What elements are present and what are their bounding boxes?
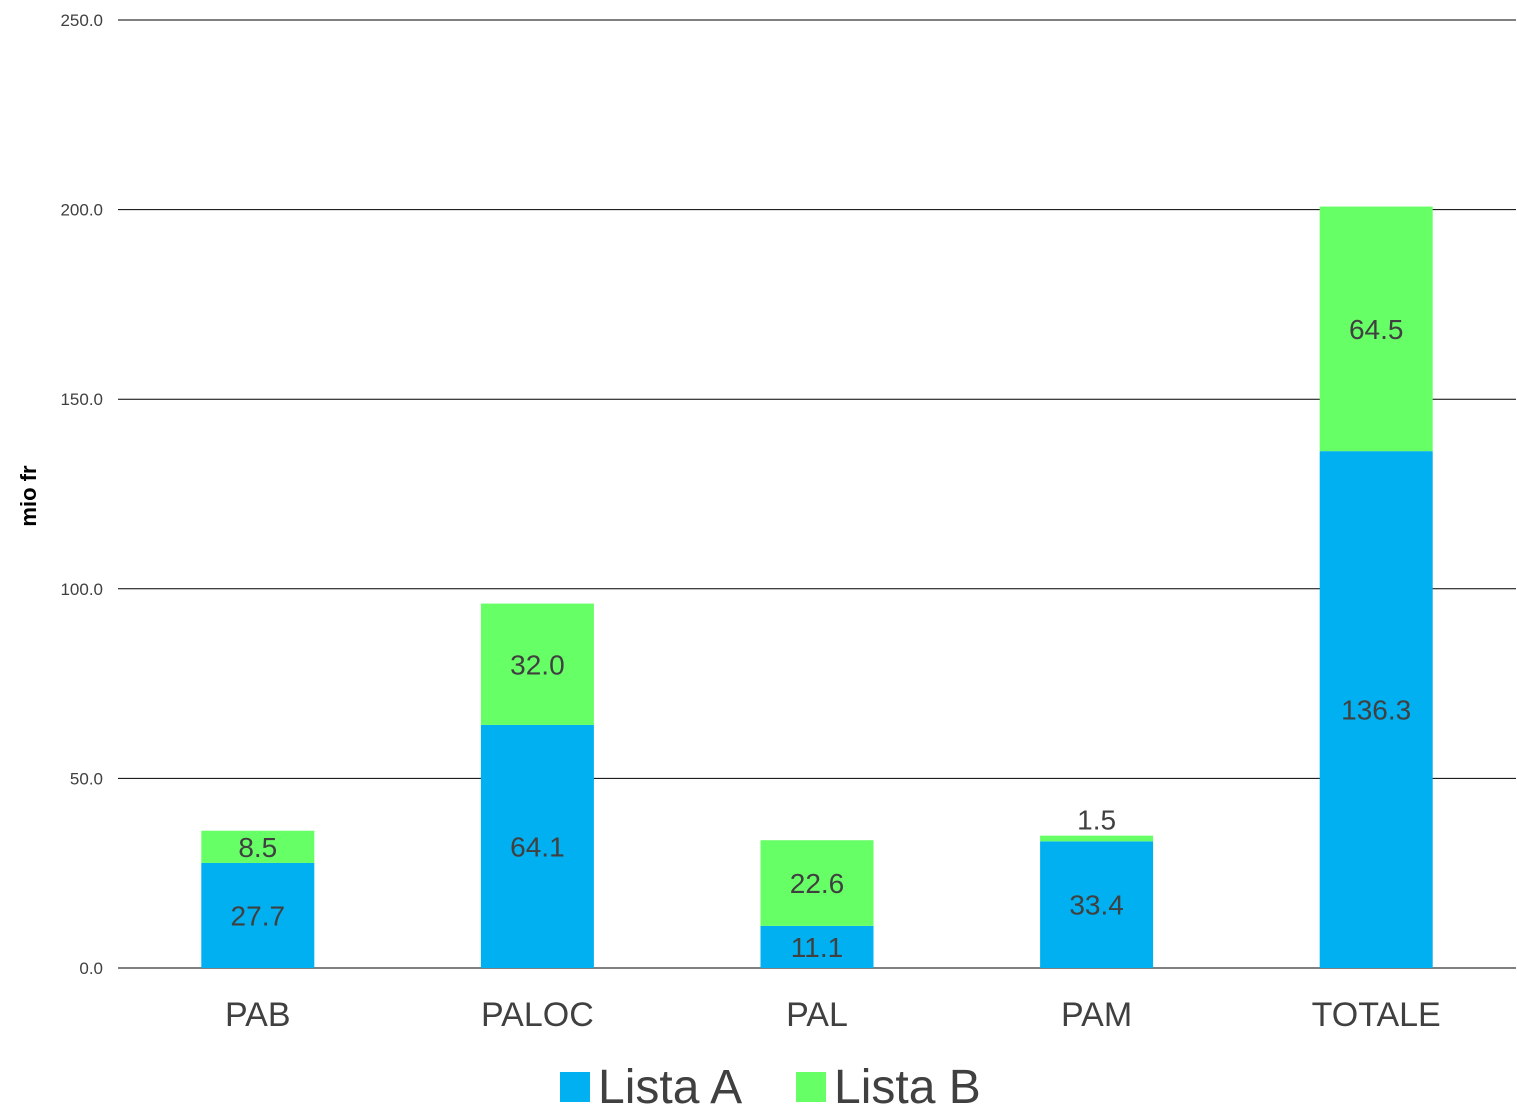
bar-segment: [760, 925, 874, 968]
y-tick-label: 250.0: [60, 11, 103, 30]
bar-segment: [760, 840, 874, 926]
data-label: 136.3: [1341, 695, 1411, 726]
data-label: 8.5: [238, 832, 277, 863]
x-tick-label: PAM: [1061, 996, 1132, 1034]
y-tick-label: 150.0: [60, 390, 103, 409]
bar-segment: [1040, 841, 1154, 968]
data-labels: 27.7 8.5 64.1 32.0 11.1 22.6 33.4 1.5 136.3 64.5: [231, 314, 1412, 963]
y-axis-ticks: 0.0 50.0 100.0 150.0 200.0 250.0: [60, 11, 103, 978]
data-label: 11.1: [791, 932, 843, 963]
y-tick-label: 50.0: [70, 769, 103, 788]
legend: Lista A Lista B: [560, 1061, 981, 1112]
x-tick-label: PAL: [786, 996, 848, 1034]
bar-segment: [480, 603, 594, 725]
legend-label: Lista A: [598, 1061, 742, 1107]
data-label: 64.1: [510, 831, 565, 862]
bar-segment: [1319, 206, 1433, 452]
x-tick-label: PAB: [225, 996, 291, 1034]
data-label: 33.4: [1069, 890, 1124, 921]
bar-segment: [480, 724, 594, 968]
bar-segment: [1040, 835, 1154, 842]
legend-swatch: [560, 1072, 590, 1102]
x-axis-ticks: PAB PALOC PAL PAM TOTALE: [225, 996, 1441, 1034]
data-label: 22.6: [790, 868, 845, 899]
y-tick-label: 200.0: [60, 201, 103, 220]
x-tick-label: PALOC: [481, 996, 594, 1034]
bar-segment: [201, 862, 315, 968]
data-label: 32.0: [510, 649, 565, 680]
y-tick-label: 100.0: [60, 580, 103, 599]
legend-label: Lista B: [834, 1061, 981, 1107]
gridlines: [118, 19, 1516, 969]
legend-swatch: [796, 1072, 826, 1102]
bar-segment: [201, 830, 315, 863]
data-label: 27.7: [231, 900, 286, 931]
bars: [201, 206, 1433, 968]
bar-segment: [1319, 451, 1433, 968]
x-tick-label: TOTALE: [1312, 996, 1441, 1034]
y-tick-label: 0.0: [79, 959, 103, 978]
data-label: 1.5: [1077, 805, 1116, 836]
data-label: 64.5: [1349, 314, 1404, 345]
y-axis-label: mio fr: [16, 465, 41, 527]
